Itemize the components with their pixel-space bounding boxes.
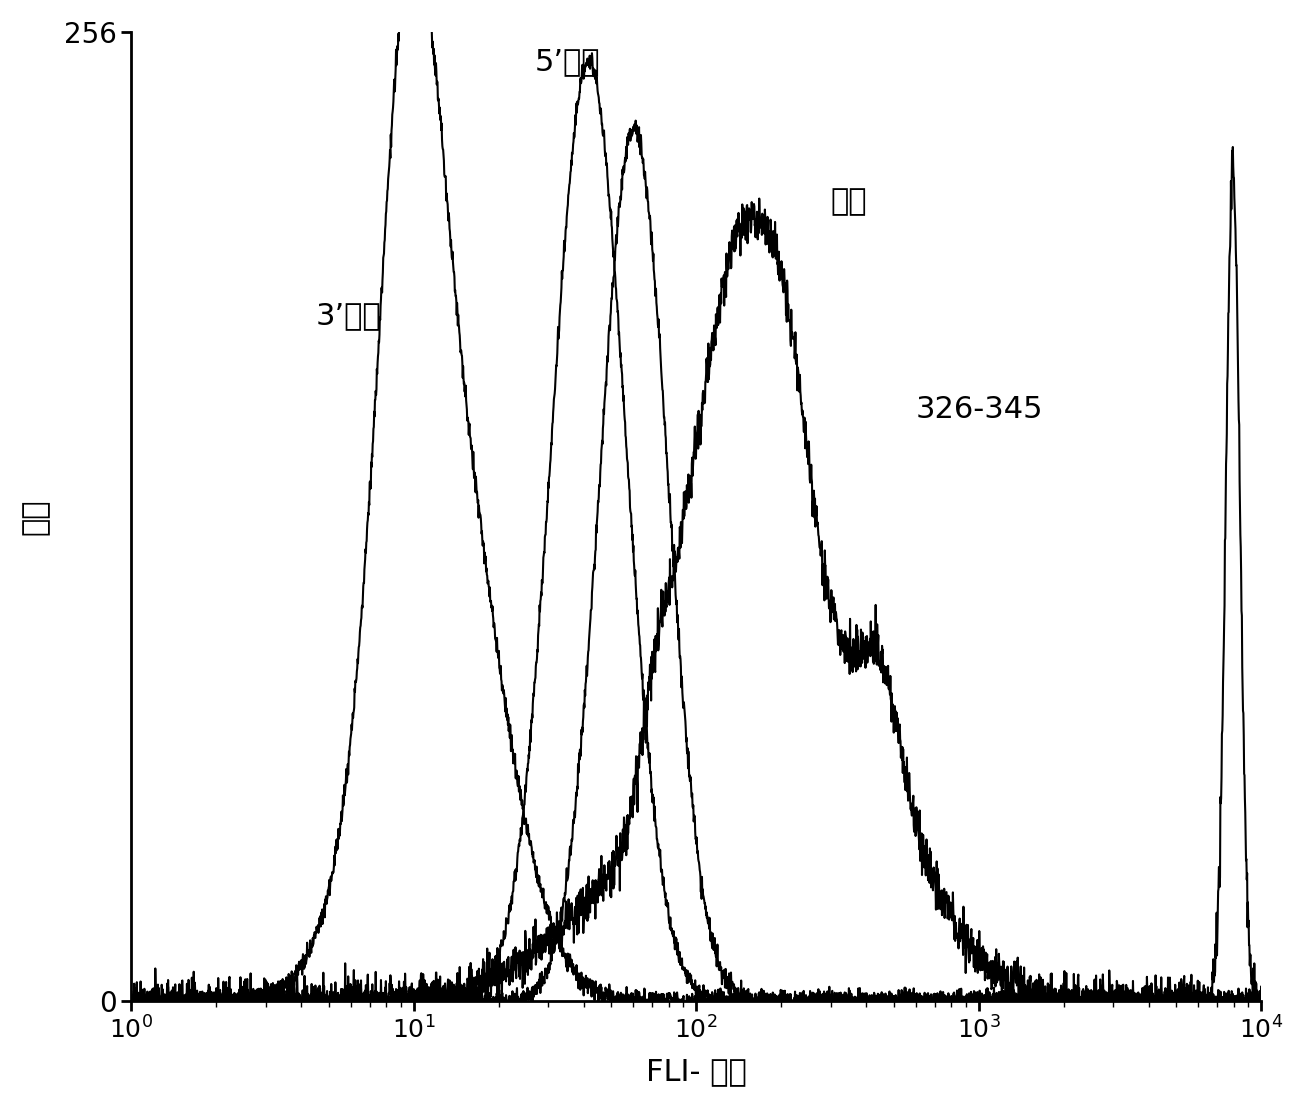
- Text: 3’重复: 3’重复: [316, 301, 381, 330]
- Text: 无肽: 无肽: [831, 187, 867, 216]
- Y-axis label: 事件: 事件: [21, 498, 50, 535]
- Text: 5’重复: 5’重复: [535, 46, 600, 76]
- X-axis label: FLI- 高度: FLI- 高度: [645, 1057, 746, 1086]
- Text: 326-345: 326-345: [915, 395, 1043, 424]
